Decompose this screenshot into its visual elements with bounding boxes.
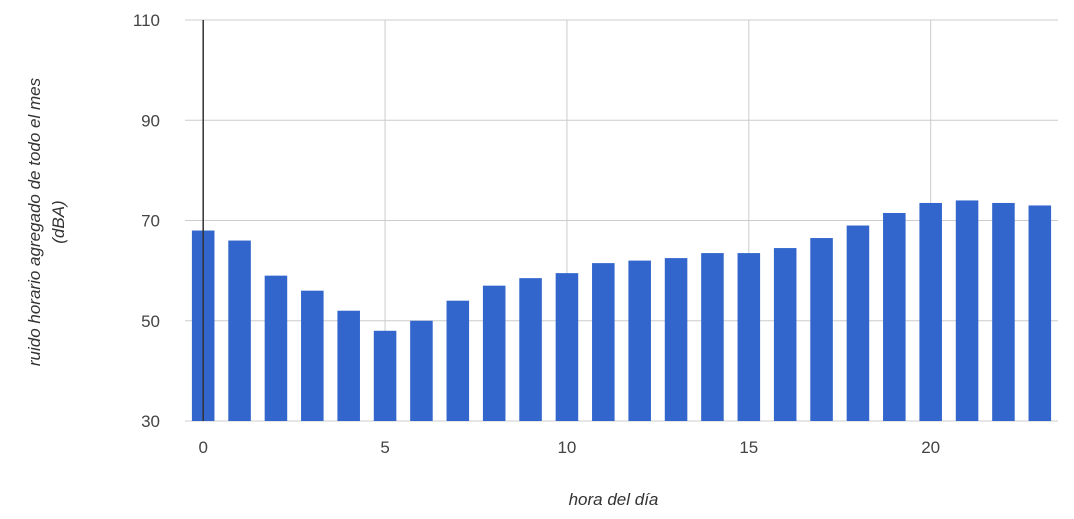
x-tick-label: 10 — [557, 438, 576, 457]
bar — [592, 263, 615, 421]
x-tick-label: 20 — [921, 438, 940, 457]
bar — [410, 320, 433, 421]
y-axis-title-line2: (dBA) — [49, 200, 68, 243]
bar — [846, 225, 870, 421]
bar — [773, 248, 797, 421]
bar — [519, 278, 542, 421]
y-axis-title: ruido horario agregado de todo el mes (d… — [25, 77, 68, 366]
bar — [810, 238, 833, 421]
y-tick-label: 110 — [133, 11, 160, 30]
y-tick-label: 30 — [141, 412, 160, 431]
bar — [264, 275, 288, 421]
bar — [701, 253, 724, 421]
bar — [337, 310, 360, 421]
bar — [373, 330, 397, 421]
bar — [482, 285, 506, 421]
y-tick-label: 70 — [141, 212, 160, 231]
bar — [628, 260, 651, 421]
x-tick-label: 0 — [198, 438, 207, 457]
bar — [664, 258, 688, 421]
bar — [883, 212, 906, 421]
bar — [301, 290, 324, 421]
bar — [919, 202, 942, 421]
bar — [737, 253, 761, 421]
bar — [1028, 205, 1052, 421]
x-tick-label: 15 — [739, 438, 758, 457]
bar — [955, 200, 979, 421]
bar — [446, 300, 470, 421]
bar — [555, 273, 579, 421]
y-axis-title-line1: ruido horario agregado de todo el mes — [25, 77, 44, 366]
y-tick-label: 90 — [141, 111, 160, 130]
x-axis-title: hora del día — [569, 490, 659, 509]
x-tick-label: 5 — [380, 438, 389, 457]
bar — [992, 202, 1015, 421]
x-axis-ticks: 0 5 10 15 20 — [198, 438, 940, 457]
bar-series — [191, 200, 1052, 421]
y-tick-label: 50 — [141, 312, 160, 331]
y-axis-ticks: 30 50 70 90 110 — [133, 11, 160, 431]
bar — [228, 240, 251, 421]
